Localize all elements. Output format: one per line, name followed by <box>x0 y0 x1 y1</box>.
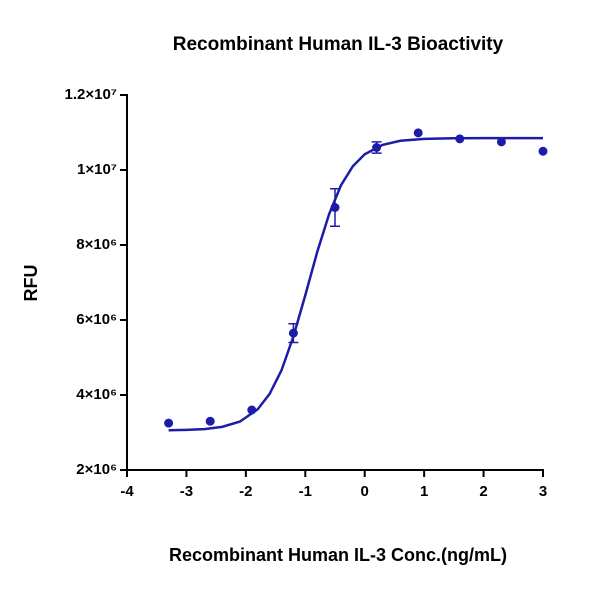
point <box>288 328 298 338</box>
x-tick-label: 3 <box>539 483 547 500</box>
y-axis-label: RFU <box>21 265 41 302</box>
x-tick-label: 2 <box>479 483 487 500</box>
x-tick-label: -4 <box>120 483 134 500</box>
x-axis-label: Recombinant Human IL-3 Conc.(ng/mL) <box>169 545 507 565</box>
point <box>372 143 382 152</box>
point <box>247 405 257 415</box>
y-tick-label: 6×10⁶ <box>76 311 117 328</box>
point <box>455 134 465 144</box>
x-tick-label: -3 <box>180 483 193 500</box>
y-tick-label: 4×10⁶ <box>76 386 117 403</box>
x-tick-label: 1 <box>420 483 428 500</box>
y-tick-label: 1.2×10⁷ <box>65 86 118 103</box>
point <box>330 203 340 212</box>
x-tick-label: -2 <box>239 483 252 500</box>
x-tick-label: -1 <box>299 483 312 500</box>
x-tick-label: 0 <box>361 483 369 500</box>
y-tick-label: 1×10⁷ <box>77 161 117 178</box>
y-tick-label: 2×10⁶ <box>76 461 117 478</box>
point <box>413 128 423 138</box>
point <box>538 146 548 156</box>
point <box>164 418 174 428</box>
point <box>205 416 215 426</box>
fit-curve <box>168 136 543 432</box>
y-tick-label: 8×10⁶ <box>76 236 117 253</box>
chart-title: Recombinant Human IL-3 Bioactivity <box>173 34 504 55</box>
point <box>496 137 506 147</box>
